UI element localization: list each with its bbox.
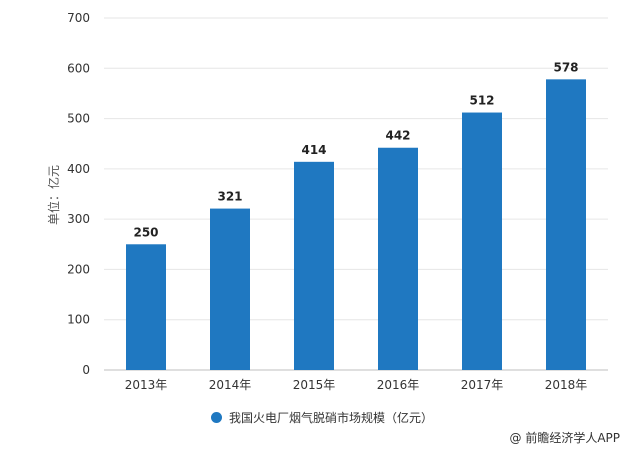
data-label: 578: [553, 60, 578, 74]
bars: [126, 79, 586, 370]
data-label: 442: [385, 129, 410, 143]
legend-label: 我国火电厂烟气脱硝市场规模（亿元）: [229, 410, 434, 425]
y-tick-label: 400: [67, 162, 90, 176]
bar: [294, 161, 334, 370]
y-tick-label: 600: [67, 61, 90, 75]
source-credit: @ 前瞻经济学人APP: [509, 431, 621, 445]
y-tick-label: 700: [67, 11, 90, 25]
y-tick-label: 0: [82, 363, 90, 377]
bar: [126, 244, 166, 370]
bar: [462, 112, 502, 370]
x-tick-label: 2014年: [209, 378, 252, 392]
x-tick-labels: 2013年 2014年 2015年 2016年 2017年 2018年: [125, 378, 588, 392]
bar: [210, 208, 250, 370]
y-tick-label: 300: [67, 212, 90, 226]
gridlines: [104, 17, 608, 371]
legend[interactable]: 我国火电厂烟气脱硝市场规模（亿元）: [211, 407, 433, 427]
data-label: 321: [217, 190, 242, 204]
data-labels: 250 321 414 442 512 578: [133, 60, 578, 239]
x-tick-label: 2015年: [293, 378, 336, 392]
bar: [546, 79, 586, 370]
x-tick-label: 2018年: [545, 378, 588, 392]
x-tick-label: 2013年: [125, 378, 168, 392]
y-tick-labels: 0 100 200 300 400 500 600 700: [67, 11, 90, 377]
x-tick-label: 2016年: [377, 378, 420, 392]
x-tick-label: 2017年: [461, 378, 504, 392]
data-label: 512: [469, 94, 494, 108]
data-label: 414: [301, 143, 326, 157]
legend-marker: [211, 411, 222, 423]
y-tick-label: 500: [67, 112, 90, 126]
y-tick-label: 100: [67, 313, 90, 327]
data-label: 250: [133, 225, 158, 239]
y-tick-label: 200: [67, 262, 90, 276]
bar: [378, 147, 418, 370]
y-axis-label: 单位：亿元: [46, 165, 61, 225]
